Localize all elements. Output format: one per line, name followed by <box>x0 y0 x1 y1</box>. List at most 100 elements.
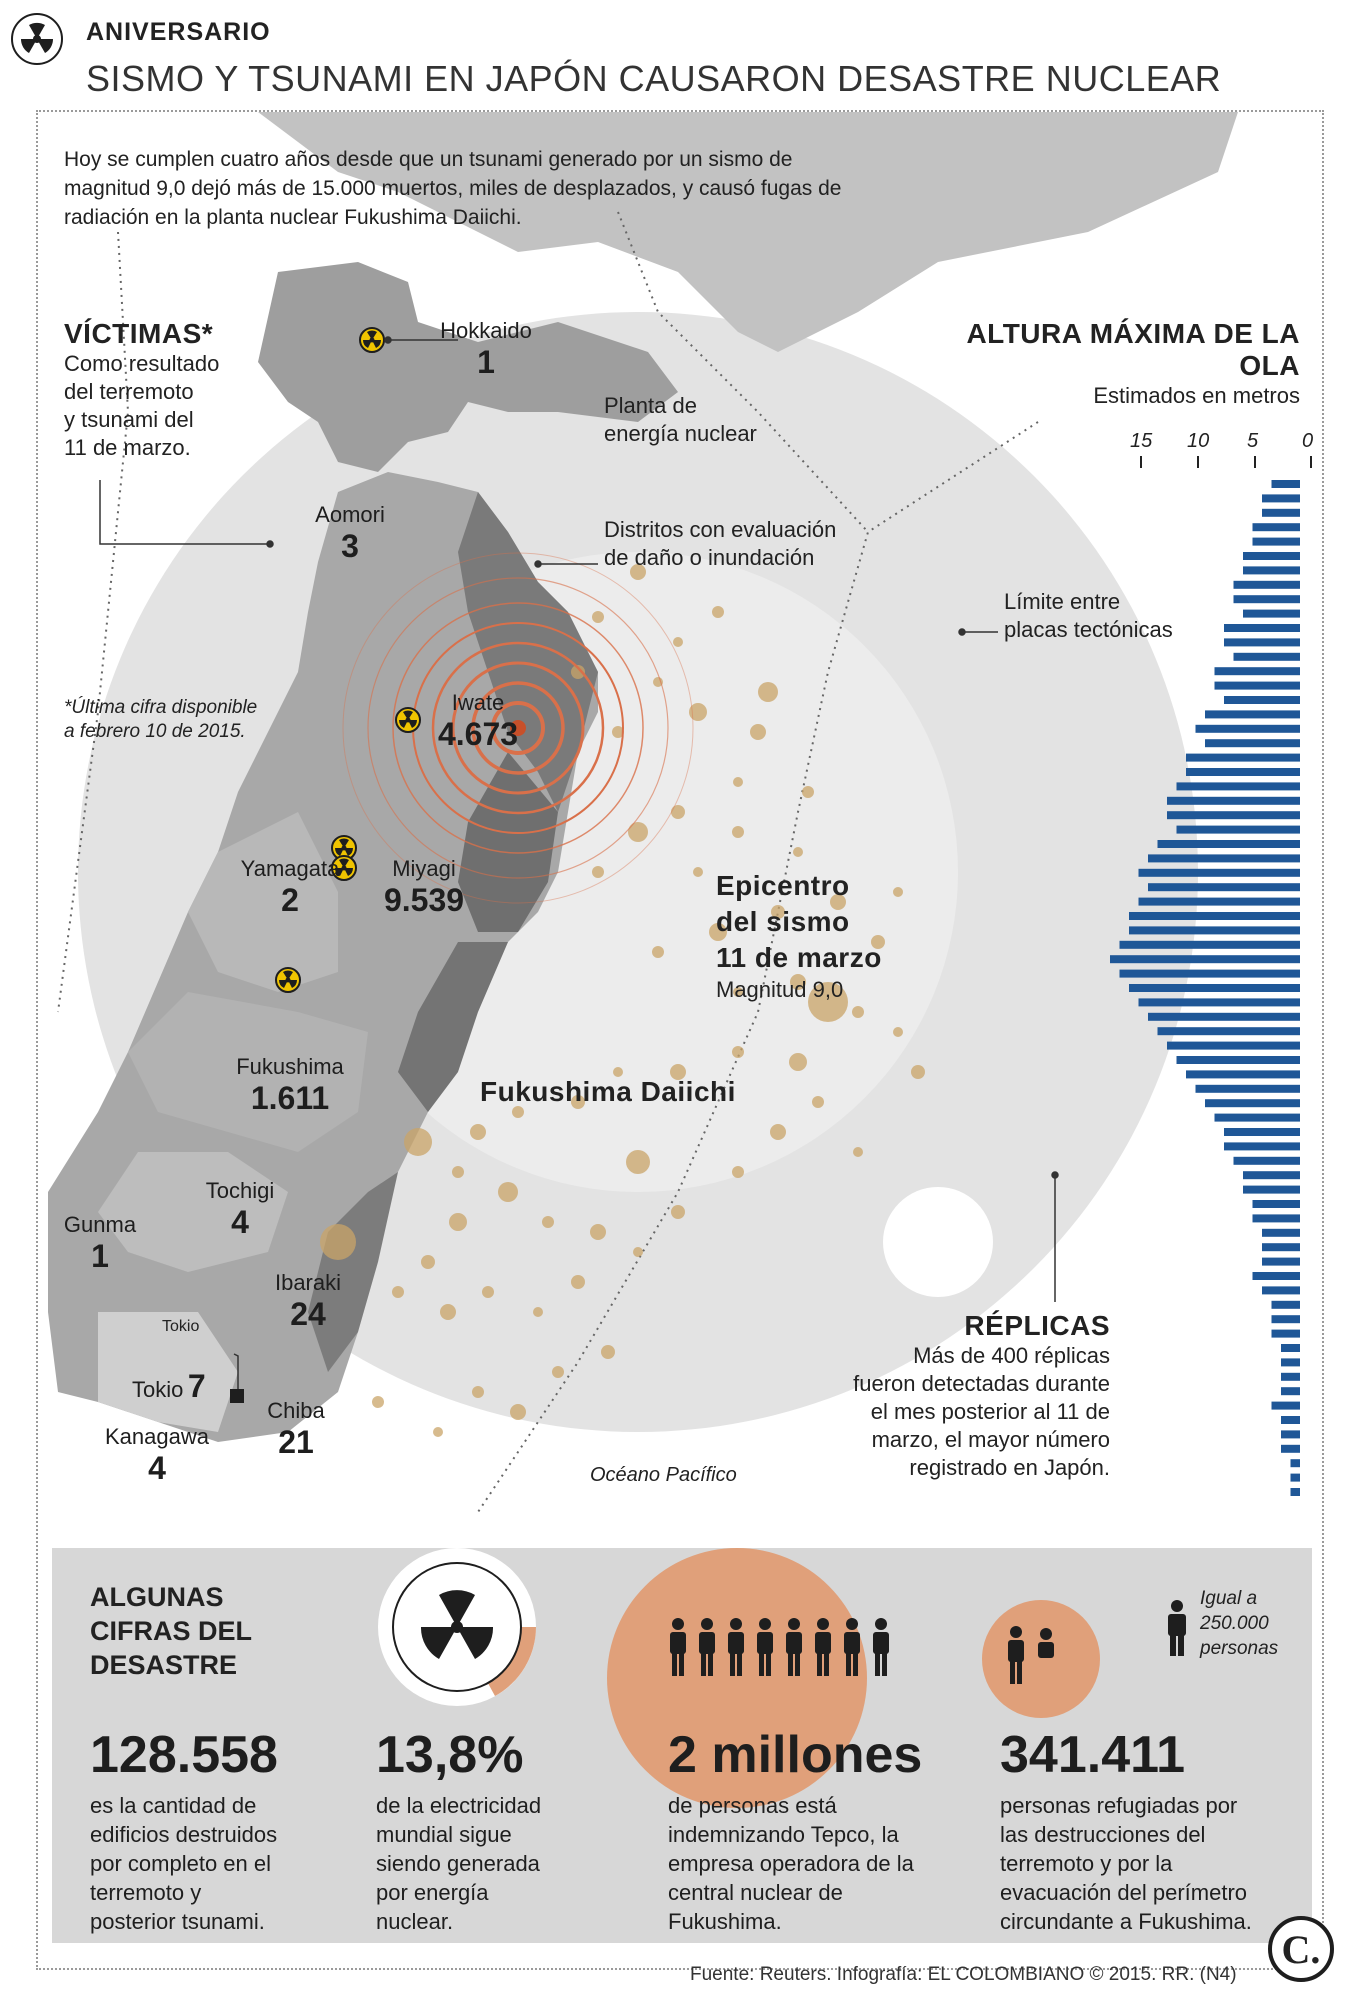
tokio-callout-label: Tokio <box>162 1318 200 1335</box>
wave-bar <box>1110 955 1300 964</box>
prefecture-count: 1 <box>91 1238 109 1274</box>
legend-plant-line-1: Planta de <box>604 393 697 418</box>
aftershocks-desc-5: registrado en Japón. <box>909 1455 1110 1480</box>
wave-bar <box>1119 940 1300 949</box>
wave-bar <box>1252 1214 1300 1223</box>
prefecture-tochigi: Tochigi 4 <box>180 1178 300 1241</box>
region-fukushima <box>128 992 368 1152</box>
region-hokkaido <box>258 262 678 472</box>
prefecture-name: Miyagi <box>392 856 456 881</box>
wave-bar <box>1205 739 1300 748</box>
wave-bar <box>1233 1156 1300 1165</box>
stat-desc-line: las destrucciones del <box>1000 1822 1206 1847</box>
wave-title: ALTURA MÁXIMA DE LA OLA <box>966 318 1300 381</box>
wave-bar <box>1186 1070 1300 1079</box>
stats-title-line-1: ALGUNAS <box>90 1582 224 1612</box>
stat-desc-line: es la cantidad de <box>90 1793 257 1818</box>
prefecture-name: Gunma <box>63 1212 137 1237</box>
wave-bar <box>1252 523 1300 532</box>
ocean-label: Océano Pacífico <box>590 1464 737 1486</box>
prefecture-name: Yamagata <box>240 856 340 881</box>
prefecture-count: 9.539 <box>383 882 465 918</box>
wave-height-bars <box>1110 480 1300 1496</box>
wave-bar <box>1224 696 1300 704</box>
stat-number: 2 millones <box>668 1726 923 1784</box>
prefecture-ibaraki: Ibaraki 24 <box>248 1270 368 1333</box>
fukushima-daiichi-label: Fukushima Daiichi <box>480 1076 736 1107</box>
wave-bar <box>1186 768 1300 776</box>
wave-bar <box>1205 710 1300 719</box>
wave-bar <box>1167 811 1300 820</box>
prefecture-count: 21 <box>278 1424 314 1460</box>
wave-bar <box>1290 1473 1300 1482</box>
wave-bar <box>1119 969 1300 978</box>
wave-bar <box>1262 1257 1300 1266</box>
wave-bar <box>1281 1444 1300 1453</box>
wave-bar <box>1262 508 1300 517</box>
region-tochigi <box>98 1152 288 1272</box>
prefecture-chiba: Chiba 21 <box>236 1398 356 1461</box>
stat-desc-line: empresa operadora de la <box>668 1851 914 1876</box>
wave-bar <box>1243 609 1300 618</box>
wave-bar <box>1271 1401 1300 1410</box>
wave-bar <box>1148 854 1300 863</box>
nuclear-plant-markers <box>275 327 421 993</box>
wave-bar <box>1224 638 1300 647</box>
wave-bar <box>1233 580 1300 589</box>
stat-desc-line: nuclear. <box>376 1909 454 1934</box>
person-icon <box>670 1618 686 1676</box>
wave-bar <box>1262 1286 1300 1295</box>
wave-bar <box>1243 566 1300 575</box>
wave-bar <box>1271 480 1300 488</box>
prefecture-name: Hokkaido <box>440 318 532 343</box>
prefecture-name: Iwate <box>451 690 505 715</box>
prefecture-count: 2 <box>281 882 299 918</box>
legend-nuclear-plant: Planta de energía nuclear <box>604 392 757 448</box>
aftershocks-desc-3: el mes posterior al 11 de <box>870 1399 1110 1424</box>
aftershocks-desc-1: Más de 400 réplicas <box>913 1343 1110 1368</box>
aftershock-points <box>320 564 925 1437</box>
el-colombiano-logo: C. <box>1268 1916 1334 1982</box>
epicenter-title-3: 11 de marzo <box>716 942 882 973</box>
logo-text: C. <box>1281 1927 1321 1972</box>
victims-desc-3: y tsunami del <box>64 407 194 432</box>
wave-bar <box>1224 624 1300 632</box>
wave-bar <box>1243 1185 1300 1194</box>
wave-subtitle: Estimados en metros <box>1093 383 1300 408</box>
stat-desc-line: circundante a Fukushima. <box>1000 1909 1252 1934</box>
radiation-logo-icon <box>11 13 63 65</box>
wave-bar <box>1157 1027 1300 1036</box>
wave-bar <box>1281 1387 1300 1396</box>
prefecture-yamagata: Yamagata 2 <box>230 856 350 919</box>
prefecture-count: 4.673 <box>437 716 519 752</box>
region-kanagawa <box>98 1312 238 1432</box>
epicenter-title-2: del sismo <box>716 906 850 937</box>
prefecture-name: Ibaraki <box>274 1270 342 1295</box>
victims-block: VÍCTIMAS* Como resultado del terremoto y… <box>64 318 219 462</box>
person-icon <box>786 1618 802 1676</box>
victims-title: VÍCTIMAS* <box>64 318 214 349</box>
prefecture-count: 4 <box>231 1204 249 1240</box>
wave-tick-15: 15 <box>1130 430 1153 452</box>
prefecture-tokio: Tokio 7 <box>132 1368 206 1405</box>
stat-desc-line: de la electricidad <box>376 1793 542 1818</box>
district-ibaraki-coast <box>308 1172 398 1372</box>
epicenter-label: Epicentro del sismo 11 de marzo Magnitud… <box>716 868 882 1004</box>
legend-plant-line-2: energía nuclear <box>604 421 757 446</box>
wave-bar <box>1176 825 1300 834</box>
prefecture-name: Chiba <box>267 1398 325 1423</box>
prefecture-name: Fukushima <box>236 1054 344 1079</box>
wave-bar <box>1271 1329 1300 1338</box>
wave-bar <box>1214 1113 1300 1122</box>
prefecture-miyagi: Miyagi 9.539 <box>364 856 484 919</box>
region-yamagata <box>188 812 338 992</box>
stat-desc-line: por energía <box>376 1880 489 1905</box>
person-legend-line-3: personas <box>1200 1638 1279 1659</box>
epicenter-title-1: Epicentro <box>716 870 850 901</box>
wave-bar <box>1271 1315 1300 1324</box>
prefecture-name: Kanagawa <box>105 1424 209 1449</box>
wave-bar <box>1262 494 1300 503</box>
wave-bar <box>1214 681 1300 690</box>
stat-desc-line: terremoto y por la <box>1000 1851 1173 1876</box>
victims-note: *Última cifra disponible a febrero 10 de… <box>64 696 257 744</box>
